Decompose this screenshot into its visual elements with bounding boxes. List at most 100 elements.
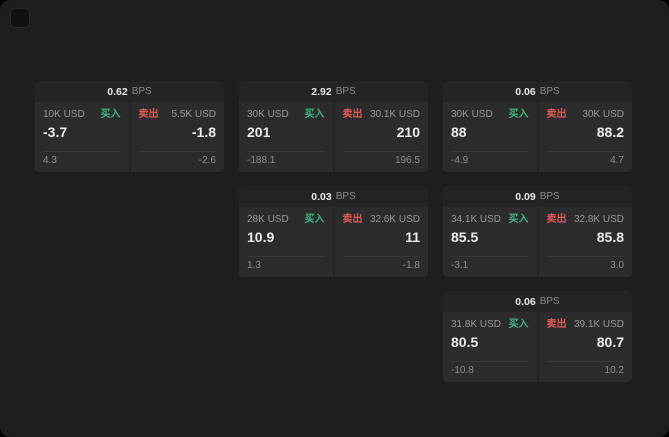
sell-price: 80.7: [596, 334, 624, 350]
sell-sub-value: 196.5: [342, 151, 420, 167]
quote-card: 0.06 BPS 30K USD 买入 88 -4.9 卖出 30K USD: [443, 81, 632, 172]
buy-size: 10K USD: [43, 109, 85, 120]
sell-price: 210: [396, 124, 420, 140]
quotes-grid: 0.62 BPS 10K USD 买入 -3.7 4.3 卖出 5.5K USD: [35, 81, 632, 382]
sell-top-row: 卖出 32.6K USD: [343, 213, 421, 226]
spread-value: 0.06: [515, 295, 536, 308]
sell-top-row: 卖出 32.8K USD: [547, 213, 625, 226]
sell-top-row: 卖出 5.5K USD: [139, 108, 217, 121]
spread-unit: BPS: [539, 296, 560, 307]
sell-panel[interactable]: 卖出 30K USD 88.2 4.7: [538, 102, 632, 172]
sell-size: 32.6K USD: [369, 214, 420, 225]
buy-panel[interactable]: 34.1K USD 买入 85.5 -3.1: [443, 207, 537, 277]
buy-size: 30K USD: [451, 109, 493, 120]
buy-top-row: 31.8K USD 买入: [451, 318, 529, 331]
buy-label: 买入: [508, 109, 529, 120]
sell-top-row: 卖出 30K USD: [547, 108, 625, 121]
sell-panel[interactable]: 卖出 39.1K USD 80.7 10.2: [538, 312, 632, 382]
buy-top-row: 34.1K USD 买入: [451, 213, 529, 226]
buy-price: 80.5: [451, 334, 479, 350]
spread-value: 2.92: [311, 85, 332, 98]
quote-panels: 10K USD 买入 -3.7 4.3 卖出 5.5K USD -1.8 -2.…: [35, 102, 224, 172]
buy-panel[interactable]: 30K USD 买入 88 -4.9: [443, 102, 537, 172]
quote-card: 0.09 BPS 34.1K USD 买入 85.5 -3.1 卖出 32.8K…: [443, 186, 632, 277]
buy-size: 34.1K USD: [451, 214, 502, 225]
sell-label: 卖出: [342, 214, 363, 225]
buy-panel[interactable]: 31.8K USD 买入 80.5 -10.8: [443, 312, 537, 382]
buy-price: 10.9: [247, 229, 275, 245]
sell-sub-value: 10.2: [546, 361, 624, 377]
spread-value: 0.62: [107, 85, 128, 98]
sell-size: 30K USD: [582, 109, 624, 120]
sell-price: 85.8: [596, 229, 624, 245]
buy-panel[interactable]: 30K USD 买入 201 -188.1: [239, 102, 333, 172]
buy-sub-value: -3.1: [451, 256, 529, 272]
buy-sub-value: 4.3: [43, 151, 121, 167]
buy-label: 买入: [304, 109, 325, 120]
sell-panel[interactable]: 卖出 32.6K USD 11 -1.8: [334, 207, 428, 277]
buy-label: 买入: [508, 214, 529, 225]
sell-label: 卖出: [342, 109, 363, 120]
buy-price: 85.5: [451, 229, 479, 245]
spread-header: 2.92 BPS: [239, 81, 428, 102]
quote-panels: 34.1K USD 买入 85.5 -3.1 卖出 32.8K USD 85.8…: [443, 207, 632, 277]
buy-top-row: 30K USD 买入: [451, 108, 529, 121]
buy-label: 买入: [508, 319, 529, 330]
sell-label: 卖出: [546, 319, 567, 330]
buy-top-row: 30K USD 买入: [247, 108, 325, 121]
buy-size: 28K USD: [247, 214, 289, 225]
sell-price: 88.2: [596, 124, 624, 140]
sell-label: 卖出: [546, 214, 567, 225]
quote-card: 0.06 BPS 31.8K USD 买入 80.5 -10.8 卖出 39.1…: [443, 291, 632, 382]
sell-size: 30.1K USD: [369, 109, 420, 120]
quote-panels: 28K USD 买入 10.9 1.3 卖出 32.6K USD 11 -1.8: [239, 207, 428, 277]
buy-price: -3.7: [43, 124, 68, 140]
spread-header: 0.09 BPS: [443, 186, 632, 207]
sell-panel[interactable]: 卖出 5.5K USD -1.8 -2.6: [130, 102, 224, 172]
buy-size: 31.8K USD: [451, 319, 502, 330]
quote-card: 0.62 BPS 10K USD 买入 -3.7 4.3 卖出 5.5K USD: [35, 81, 224, 172]
spread-unit: BPS: [539, 191, 560, 202]
spread-header: 0.06 BPS: [443, 291, 632, 312]
buy-price: 88: [451, 124, 467, 140]
buy-panel[interactable]: 10K USD 买入 -3.7 4.3: [35, 102, 129, 172]
sell-top-row: 卖出 39.1K USD: [547, 318, 625, 331]
quote-card: 0.03 BPS 28K USD 买入 10.9 1.3 卖出 32.6K US…: [239, 186, 428, 277]
sell-size: 39.1K USD: [573, 319, 624, 330]
sell-sub-value: -2.6: [138, 151, 216, 167]
buy-sub-value: -4.9: [451, 151, 529, 167]
spread-value: 0.06: [515, 85, 536, 98]
sell-panel[interactable]: 卖出 32.8K USD 85.8 3.0: [538, 207, 632, 277]
sell-price: 11: [405, 229, 420, 245]
spread-header: 0.03 BPS: [239, 186, 428, 207]
buy-size: 30K USD: [247, 109, 289, 120]
quote-panels: 30K USD 买入 201 -188.1 卖出 30.1K USD 210 1…: [239, 102, 428, 172]
sell-size: 32.8K USD: [573, 214, 624, 225]
buy-sub-value: -10.8: [451, 361, 529, 377]
buy-price: 201: [247, 124, 271, 140]
buy-panel[interactable]: 28K USD 买入 10.9 1.3: [239, 207, 333, 277]
sell-top-row: 卖出 30.1K USD: [343, 108, 421, 121]
quote-panels: 31.8K USD 买入 80.5 -10.8 卖出 39.1K USD 80.…: [443, 312, 632, 382]
buy-sub-value: -188.1: [247, 151, 325, 167]
buy-label: 买入: [100, 109, 121, 120]
spread-value: 0.03: [311, 190, 332, 203]
quote-panels: 30K USD 买入 88 -4.9 卖出 30K USD 88.2 4.7: [443, 102, 632, 172]
sell-panel[interactable]: 卖出 30.1K USD 210 196.5: [334, 102, 428, 172]
spread-value: 0.09: [515, 190, 536, 203]
sell-sub-value: 3.0: [546, 256, 624, 272]
buy-label: 买入: [304, 214, 325, 225]
quote-card: 2.92 BPS 30K USD 买入 201 -188.1 卖出 30.1K …: [239, 81, 428, 172]
sell-label: 卖出: [138, 109, 159, 120]
sell-label: 卖出: [546, 109, 567, 120]
sell-size: 5.5K USD: [171, 109, 216, 120]
spread-unit: BPS: [335, 86, 356, 97]
spread-unit: BPS: [335, 191, 356, 202]
app-menu-button[interactable]: [10, 8, 30, 28]
spread-unit: BPS: [131, 86, 152, 97]
buy-top-row: 10K USD 买入: [43, 108, 121, 121]
buy-sub-value: 1.3: [247, 256, 325, 272]
spread-header: 0.06 BPS: [443, 81, 632, 102]
spread-unit: BPS: [539, 86, 560, 97]
